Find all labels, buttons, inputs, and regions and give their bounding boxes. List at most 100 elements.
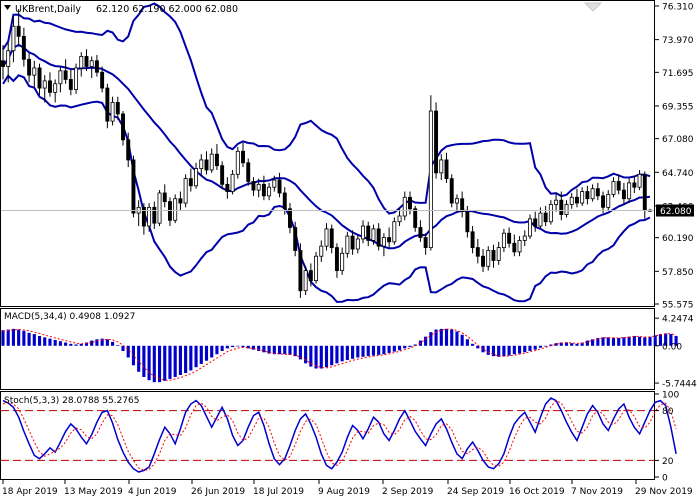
macd-bar	[559, 342, 563, 346]
macd-bar	[403, 345, 407, 349]
macd-bar	[277, 345, 282, 355]
macd-bar	[538, 345, 542, 348]
macd-bar	[643, 337, 647, 346]
macd-bar	[486, 345, 490, 355]
candle-body	[267, 186, 272, 197]
macd-bar	[528, 345, 532, 351]
stoch-panel-frame	[0, 391, 655, 480]
candle-body	[350, 235, 355, 250]
price-tick-label: 64.740	[662, 169, 694, 179]
macd-bar	[314, 345, 318, 369]
candle-body	[475, 247, 480, 257]
macd-bar	[215, 345, 219, 355]
candle-body	[381, 237, 386, 247]
candle-body	[642, 173, 647, 211]
candle-body	[428, 110, 433, 248]
macd-tick-label: 0.00	[662, 342, 682, 352]
time-tick-label: 24 Sep 2019	[447, 487, 504, 497]
stoch-tick-label: 20	[662, 457, 674, 467]
macd-bar	[664, 333, 668, 346]
price-tick-label: 76.310	[662, 3, 694, 13]
candle-body	[314, 255, 319, 282]
candle-body	[21, 35, 26, 60]
candle-body	[413, 208, 418, 228]
macd-bar	[570, 343, 574, 346]
candle-body	[272, 179, 277, 188]
candle-body	[402, 196, 407, 217]
candle-body	[110, 102, 115, 122]
candle-body	[334, 247, 339, 271]
triangle-down-icon[interactable]	[583, 2, 603, 12]
macd-bar	[241, 345, 245, 348]
macd-bar	[460, 334, 464, 346]
candle-body	[157, 192, 162, 224]
macd-bar	[382, 345, 386, 355]
chevron-down-icon[interactable]	[4, 5, 11, 10]
candle-body	[89, 60, 94, 67]
macd-bar	[22, 330, 26, 346]
candle-body	[392, 221, 397, 243]
candle-body	[548, 204, 553, 223]
time-tick-label: 29 Nov 2019	[635, 487, 693, 497]
macd-bar	[309, 345, 313, 367]
candle-body	[606, 194, 611, 208]
macd-bar	[444, 328, 449, 346]
candle-body	[340, 252, 345, 271]
macd-tick-label: -5.7444	[662, 380, 697, 390]
price-tick-label: 69.355	[662, 102, 694, 112]
macd-bar	[481, 345, 485, 353]
candle-body	[199, 159, 204, 169]
candle-body	[74, 67, 79, 90]
macd-bar	[658, 334, 663, 346]
candle-body	[512, 242, 517, 253]
macd-bar	[189, 345, 193, 371]
symbol-header: UKBrent,Daily 62.120 62.190 62.000 62.08…	[4, 4, 238, 15]
macd-bar	[549, 344, 553, 346]
macd-bar	[497, 345, 501, 357]
candle-body	[32, 67, 37, 76]
macd-bar	[476, 345, 480, 349]
stoch-axis: 100 80 20 0	[655, 391, 679, 484]
time-tick-label: 7 Nov 2019	[571, 487, 623, 497]
macd-bar	[90, 340, 94, 346]
candle-body	[528, 218, 532, 237]
candle-body	[632, 182, 637, 188]
macd-bar	[397, 345, 402, 351]
macd-bar	[345, 345, 349, 361]
macd-bar	[95, 339, 99, 346]
candle-body	[298, 250, 303, 292]
macd-bar	[152, 345, 156, 383]
candles	[1, 9, 652, 298]
candle-body	[100, 71, 105, 89]
macd-bar	[246, 345, 250, 349]
candle-body	[261, 183, 266, 197]
candle-body	[361, 225, 365, 240]
candle-body	[303, 270, 308, 292]
macd-bar	[606, 337, 610, 346]
candle-body	[209, 153, 214, 171]
candle-body	[256, 183, 261, 191]
candle-body	[590, 188, 595, 200]
candle-body	[408, 196, 412, 210]
candle-body	[371, 228, 376, 241]
price-axis: 76.31073.97071.69569.35567.08064.74062.4…	[1, 3, 694, 311]
candle-body	[131, 159, 136, 214]
ohlc-values: 62.120 62.190 62.000 62.080	[96, 4, 238, 15]
macd-bar	[413, 344, 417, 346]
macd-bar	[257, 345, 261, 351]
candle-body	[637, 173, 642, 188]
stoch-title: Stoch(5,3,3) 28.0788 55.2765	[4, 396, 139, 406]
candle-body	[230, 173, 235, 192]
macd-bar	[361, 345, 365, 357]
candle-body	[246, 162, 251, 182]
price-tick-label: 60.190	[662, 234, 694, 244]
price-tick-label: 55.575	[662, 301, 694, 311]
time-tick-label: 16 Oct 2019	[509, 487, 565, 497]
macd-bar	[116, 345, 120, 346]
candle-body	[194, 168, 199, 187]
candle-body	[449, 178, 454, 204]
candle-body	[434, 110, 439, 174]
candle-body	[42, 80, 47, 89]
candle-body	[63, 70, 68, 80]
